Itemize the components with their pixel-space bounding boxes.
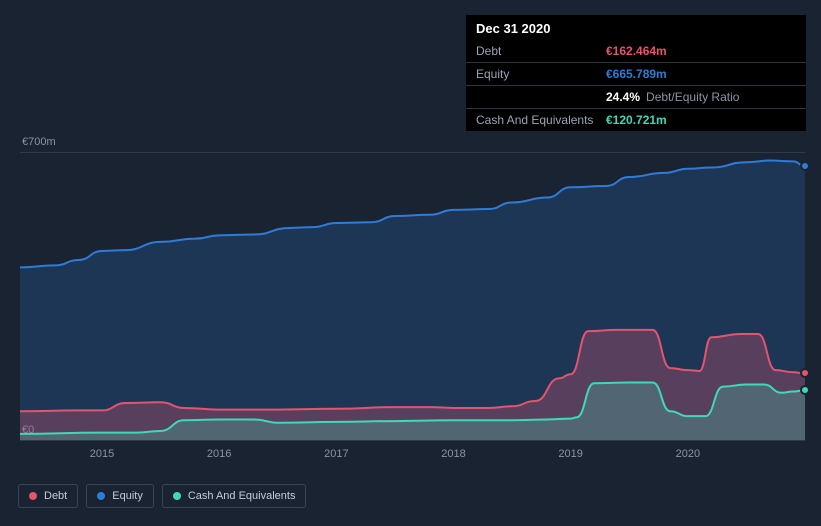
tooltip-row-value: 24.4%Debt/Equity Ratio [606,90,739,104]
tooltip-row-label: Cash And Equivalents [476,113,606,127]
legend-item-equity[interactable]: Equity [86,484,154,508]
legend-dot-icon [29,492,37,500]
tooltip-row: 24.4%Debt/Equity Ratio [466,85,806,108]
financial-chart: €700m €0 201520162017201820192020 Dec 31… [0,0,821,526]
tooltip-row-value: €162.464m [606,44,667,58]
x-axis-label: 2015 [90,448,114,460]
legend-item-cash-and-equivalents[interactable]: Cash And Equivalents [162,484,307,508]
x-axis-label: 2018 [441,448,465,460]
legend-label: Equity [112,490,143,502]
x-axis-label: 2016 [207,448,231,460]
legend-label: Cash And Equivalents [188,490,296,502]
tooltip-date: Dec 31 2020 [466,15,806,40]
gridline [20,440,805,441]
x-axis-label: 2019 [558,448,582,460]
cash-end-marker [800,385,810,395]
tooltip-row-value: €120.721m [606,113,667,127]
legend-dot-icon [173,492,181,500]
x-axis-label: 2020 [676,448,700,460]
plot-area[interactable] [20,140,805,440]
tooltip-row: Cash And Equivalents€120.721m [466,108,806,131]
tooltip-row-label: Debt [476,44,606,58]
tooltip-row: Equity€665.789m [466,62,806,85]
legend-label: Debt [44,490,67,502]
tooltip-row-label: Equity [476,67,606,81]
tooltip-row-value: €665.789m [606,67,667,81]
tooltip-row-label [476,90,606,104]
debt-end-marker [800,368,810,378]
tooltip-row: Debt€162.464m [466,40,806,62]
tooltip-row-extra: Debt/Equity Ratio [646,90,739,104]
chart-legend: Debt Equity Cash And Equivalents [18,484,306,508]
legend-dot-icon [97,492,105,500]
x-axis-label: 2017 [324,448,348,460]
equity-end-marker [800,161,810,171]
chart-tooltip: Dec 31 2020 Debt€162.464mEquity€665.789m… [466,15,806,131]
legend-item-debt[interactable]: Debt [18,484,78,508]
